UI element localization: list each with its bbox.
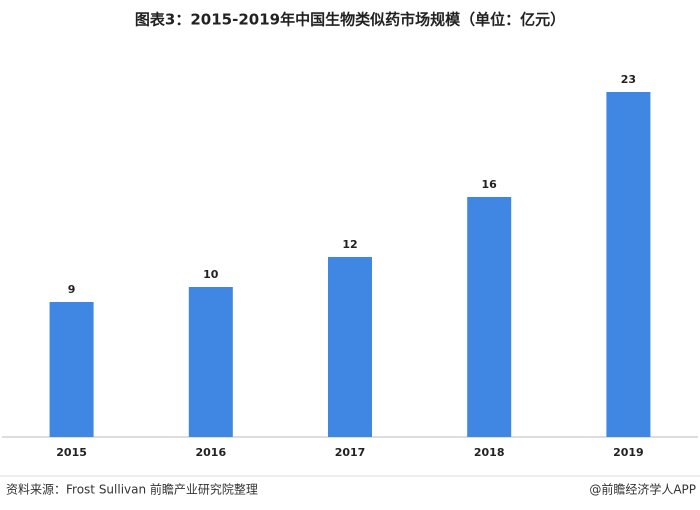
x-tick-label: 2018 <box>474 446 505 459</box>
value-label: 12 <box>342 238 357 251</box>
bar <box>49 302 94 437</box>
bar <box>188 287 233 437</box>
value-label: 23 <box>621 73 636 86</box>
value-label: 16 <box>482 178 498 191</box>
x-tick-label: 2016 <box>195 446 226 459</box>
x-tick-label: 2017 <box>335 446 366 459</box>
x-tick-label: 2015 <box>56 446 87 459</box>
source: 资料来源：Frost Sullivan 前瞻产业研究院整理 <box>6 482 258 497</box>
credit: @前瞻经济学人APP <box>589 482 696 497</box>
value-label: 9 <box>68 283 76 296</box>
bar <box>328 257 372 437</box>
bar <box>467 197 512 437</box>
value-label: 10 <box>203 268 219 281</box>
x-tick-label: 2019 <box>613 446 644 459</box>
bar <box>606 92 651 437</box>
chart-title: 图表3：2015-2019年中国生物类似药市场规模（单位：亿元） <box>135 11 565 29</box>
